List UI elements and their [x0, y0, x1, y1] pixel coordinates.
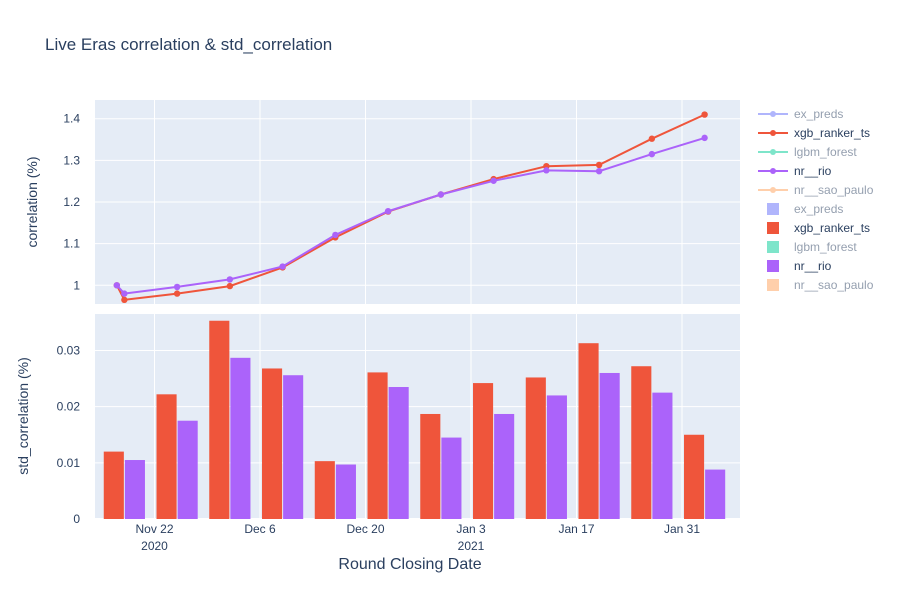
legend-bar-swatch	[767, 222, 779, 234]
bar-marks	[103, 320, 726, 519]
y-tick-label: 1.4	[63, 112, 80, 126]
bar-nr__rio	[441, 437, 462, 519]
bar-nr__rio	[599, 372, 620, 519]
data-point-xgb_ranker_ts	[701, 111, 708, 118]
data-point-nr__rio	[226, 276, 234, 283]
y-tick-label: 0.03	[57, 344, 81, 358]
bar-nr__rio	[177, 420, 198, 519]
x-tick-label: Nov 22	[135, 522, 173, 536]
legend-label: nr__rio	[794, 164, 832, 178]
legend: ex_predsxgb_ranker_tslgbm_forestnr__rion…	[758, 107, 874, 292]
legend-marker-swatch	[770, 168, 776, 174]
legend-label: xgb_ranker_ts	[794, 126, 870, 140]
y-tick-label: 1.3	[63, 153, 80, 167]
x-axis-title: Round Closing Date	[338, 556, 481, 573]
legend-marker-swatch	[770, 149, 776, 155]
bar-nr__rio	[283, 375, 304, 519]
legend-item-lgbm_forest[interactable]: lgbm_forest	[758, 145, 857, 159]
legend-label: ex_preds	[794, 107, 843, 121]
data-point-nr__rio	[279, 263, 286, 270]
x-tick-label: Dec 6	[244, 522, 276, 536]
y-tick-label: 1	[73, 278, 80, 292]
bar-xgb_ranker_ts	[367, 372, 388, 519]
legend-bar-swatch	[767, 241, 779, 253]
bar-nr__rio	[124, 460, 145, 519]
legend-item-xgb_ranker_ts[interactable]: xgb_ranker_ts	[758, 126, 870, 140]
bar-xgb_ranker_ts	[473, 383, 494, 519]
legend-label: nr__sao_paulo	[794, 278, 874, 292]
legend-item-lgbm_forest[interactable]: lgbm_forest	[767, 240, 857, 254]
x-tick-label: Jan 31	[664, 522, 700, 536]
legend-label: lgbm_forest	[794, 240, 857, 254]
data-point-nr__rio	[701, 134, 708, 142]
x-tick-sublabel: 2021	[458, 539, 485, 553]
y-tick-label: 0	[73, 512, 80, 526]
legend-label: lgbm_forest	[794, 145, 857, 159]
bar-nr__rio	[494, 413, 515, 519]
bar-nr__rio	[388, 387, 409, 519]
bar-xgb_ranker_ts	[103, 451, 124, 519]
bar-xgb_ranker_ts	[525, 377, 546, 519]
data-point-nr__rio	[121, 290, 128, 297]
x-tick-sublabel: 2020	[141, 539, 168, 553]
legend-item-ex_preds[interactable]: ex_preds	[767, 202, 843, 216]
x-tick-label: Jan 3	[456, 522, 486, 536]
y-tick-label: 1.2	[63, 195, 80, 209]
bar-xgb_ranker_ts	[314, 461, 335, 519]
data-point-nr__rio	[648, 150, 656, 158]
legend-marker-swatch	[770, 111, 776, 117]
legend-item-nr__rio[interactable]: nr__rio	[758, 164, 832, 178]
legend-label: xgb_ranker_ts	[794, 221, 870, 235]
y-tick-label: 1.1	[63, 237, 80, 251]
data-point-nr__rio	[113, 282, 121, 289]
legend-bar-swatch	[767, 260, 779, 272]
legend-item-ex_preds[interactable]: ex_preds	[758, 107, 843, 121]
legend-item-nr__sao_paulo[interactable]: nr__sao_paulo	[758, 183, 874, 197]
bar-xgb_ranker_ts	[578, 343, 599, 519]
bar-xgb_ranker_ts	[684, 434, 705, 519]
chart-title: Live Eras correlation & std_correlation	[45, 35, 332, 54]
data-point-xgb_ranker_ts	[595, 161, 603, 169]
x-tick-label: Dec 20	[346, 522, 384, 536]
legend-label: ex_preds	[794, 202, 843, 216]
data-point-xgb_ranker_ts	[121, 296, 128, 304]
data-point-nr__rio	[437, 191, 445, 198]
data-point-xgb_ranker_ts	[226, 282, 234, 290]
legend-item-xgb_ranker_ts[interactable]: xgb_ranker_ts	[767, 221, 870, 235]
top-y-axis-title: correlation (%)	[24, 156, 40, 247]
legend-item-nr__rio[interactable]: nr__rio	[767, 259, 832, 273]
data-point-xgb_ranker_ts	[173, 290, 181, 297]
y-tick-label: 0.02	[57, 400, 81, 414]
bar-xgb_ranker_ts	[420, 413, 441, 519]
bar-xgb_ranker_ts	[209, 320, 230, 519]
data-point-nr__rio	[543, 167, 550, 174]
bar-nr__rio	[546, 395, 567, 519]
bar-nr__rio	[230, 357, 251, 519]
bottom-y-axis-title: std_correlation (%)	[15, 357, 31, 475]
legend-marker-swatch	[770, 187, 776, 193]
axis-ticks: Nov 22 2020 Dec 6 Dec 20 Jan 3 2021 Jan 17 Jan …	[57, 112, 701, 553]
bar-xgb_ranker_ts	[262, 368, 283, 519]
legend-bar-swatch	[767, 203, 779, 215]
legend-marker-swatch	[770, 130, 776, 136]
data-point-nr__rio	[173, 283, 181, 291]
line-marks	[113, 111, 708, 304]
y-tick-label: 0.01	[57, 456, 81, 470]
legend-item-nr__sao_paulo[interactable]: nr__sao_paulo	[767, 278, 874, 292]
legend-label: nr__rio	[794, 259, 832, 273]
bar-xgb_ranker_ts	[631, 366, 652, 519]
legend-bar-swatch	[767, 279, 779, 291]
x-tick-label: Jan 17	[558, 522, 594, 536]
bar-xgb_ranker_ts	[156, 394, 177, 519]
data-point-xgb_ranker_ts	[648, 135, 656, 142]
bar-nr__rio	[652, 392, 673, 519]
bar-nr__rio	[335, 464, 356, 519]
data-point-nr__rio	[384, 207, 392, 215]
bar-nr__rio	[705, 469, 726, 519]
legend-label: nr__sao_paulo	[794, 183, 874, 197]
data-point-nr__rio	[332, 231, 339, 239]
data-point-nr__rio	[595, 167, 603, 175]
data-point-nr__rio	[490, 177, 497, 184]
